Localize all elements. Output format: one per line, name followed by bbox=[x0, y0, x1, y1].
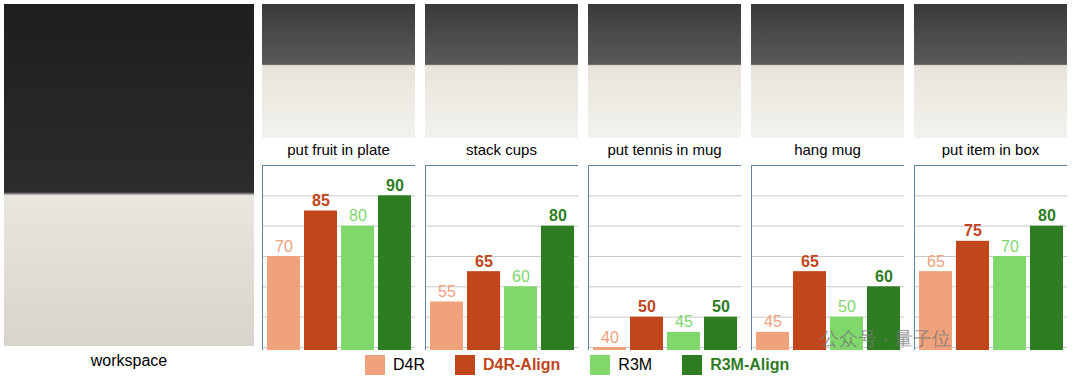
html-text:put item in box: put item in box bbox=[941, 141, 1040, 158]
svg-text:50: 50 bbox=[838, 298, 856, 315]
svg-text:60: 60 bbox=[875, 268, 893, 285]
html-text:R3M-Align: R3M-Align bbox=[710, 356, 790, 373]
svg-text:40: 40 bbox=[601, 329, 619, 346]
svg-text:55: 55 bbox=[438, 283, 456, 300]
svg-text:65: 65 bbox=[927, 253, 945, 270]
svg-text:90: 90 bbox=[386, 177, 404, 194]
html-text:D4R: D4R bbox=[393, 356, 425, 373]
html-text:公众号 · 量子位: 公众号 · 量子位 bbox=[820, 328, 951, 349]
html-text:put fruit in plate: put fruit in plate bbox=[287, 141, 390, 158]
svg-text:65: 65 bbox=[475, 253, 493, 270]
html-text:stack cups: stack cups bbox=[466, 141, 537, 158]
html-text:hang mug: hang mug bbox=[794, 141, 861, 158]
svg-text:50: 50 bbox=[712, 298, 730, 315]
html-text:put tennis in mug: put tennis in mug bbox=[607, 141, 722, 158]
svg-text:75: 75 bbox=[964, 222, 982, 239]
svg-text:80: 80 bbox=[1038, 207, 1056, 224]
svg-text:65: 65 bbox=[801, 253, 819, 270]
svg-text:85: 85 bbox=[312, 192, 330, 209]
svg-text:80: 80 bbox=[549, 207, 567, 224]
svg-text:50: 50 bbox=[638, 298, 656, 315]
html-text:R3M: R3M bbox=[618, 356, 653, 373]
svg-text:70: 70 bbox=[275, 238, 293, 255]
svg-text:45: 45 bbox=[675, 313, 693, 330]
svg-text:70: 70 bbox=[1001, 238, 1019, 255]
html-text:D4R-Align: D4R-Align bbox=[483, 356, 561, 373]
svg-text:45: 45 bbox=[764, 313, 782, 330]
svg-text:80: 80 bbox=[349, 207, 367, 224]
svg-text:60: 60 bbox=[512, 268, 530, 285]
html-text:workspace: workspace bbox=[90, 352, 168, 369]
